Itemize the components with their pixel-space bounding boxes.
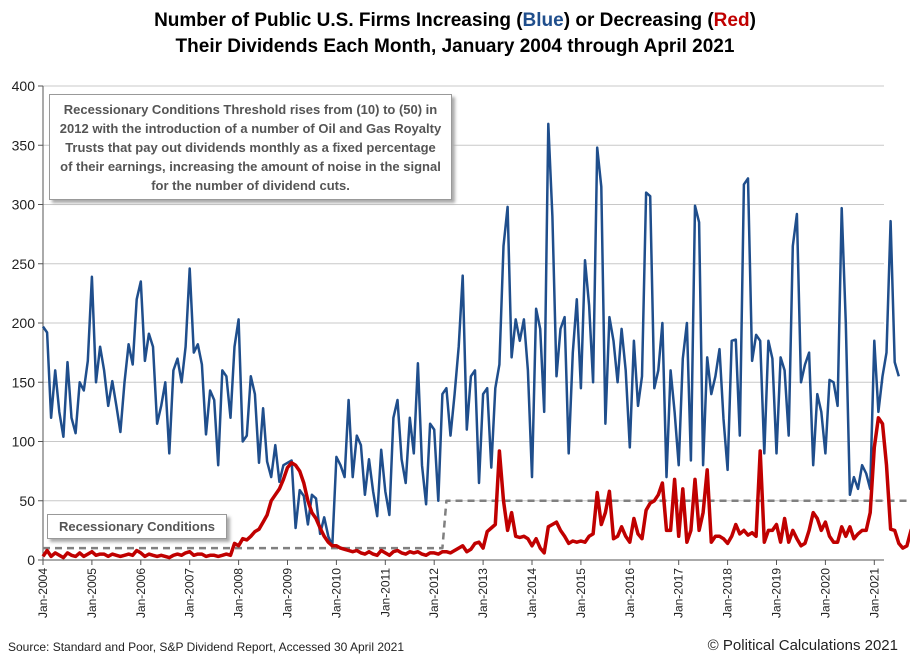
x-tick-label-16: Jan-2020	[818, 568, 832, 618]
y-tick-label-400: 400	[12, 78, 36, 94]
x-tick-label-1: Jan-2005	[85, 568, 99, 618]
y-tick-label-300: 300	[12, 197, 36, 213]
x-tick-label-6: Jan-2010	[329, 568, 343, 618]
y-tick-label-250: 250	[12, 256, 36, 272]
x-tick-label-0: Jan-2004	[36, 568, 50, 618]
y-tick-label-150: 150	[12, 374, 36, 390]
x-tick-label-17: Jan-2021	[867, 568, 881, 618]
y-tick-label-350: 350	[12, 137, 36, 153]
x-tick-label-12: Jan-2016	[623, 568, 637, 618]
threshold-annotation: Recessionary Conditions Threshold rises …	[49, 94, 452, 200]
y-tick-label-0: 0	[27, 552, 35, 568]
title-blue-word: Blue	[522, 10, 564, 31]
y-tick-label-200: 200	[12, 315, 36, 331]
title-part-b: ) or Decreasing (	[563, 10, 714, 31]
x-tick-label-9: Jan-2013	[476, 568, 490, 618]
x-axis-ticks: Jan-2004 Jan-2005 Jan-2006 Jan-2007 Jan-2008…	[36, 560, 881, 618]
title-part-c: )	[749, 10, 756, 31]
x-tick-label-5: Jan-2009	[281, 568, 295, 618]
chart-title-line-1: Number of Public U.S. Firms Increasing (…	[0, 8, 910, 34]
copyright-note: © Political Calculations 2021	[707, 637, 898, 654]
x-tick-label-7: Jan-2011	[378, 568, 392, 617]
x-tick-label-4: Jan-2008	[232, 568, 246, 618]
title-part-a: Number of Public U.S. Firms Increasing (	[154, 10, 523, 31]
x-tick-label-14: Jan-2018	[721, 568, 735, 618]
series-group	[41, 122, 910, 560]
y-tick-label-50: 50	[19, 493, 35, 509]
x-tick-label-10: Jan-2014	[525, 568, 539, 618]
x-tick-label-2: Jan-2006	[134, 568, 148, 618]
series-increases-line	[41, 122, 901, 548]
x-tick-label-11: Jan-2015	[574, 568, 588, 618]
chart-title-line-2: Their Dividends Each Month, January 2004…	[175, 36, 735, 57]
y-tick-label-100: 100	[12, 434, 36, 450]
series-threshold-line	[43, 499, 910, 550]
x-tick-label-15: Jan-2019	[770, 568, 784, 618]
x-tick-label-3: Jan-2007	[183, 568, 197, 618]
source-note: Source: Standard and Poor, S&P Dividend …	[8, 640, 405, 654]
series-decreases-line	[41, 416, 910, 560]
x-tick-label-8: Jan-2012	[427, 568, 441, 618]
title-red-word: Red	[713, 10, 750, 31]
recessionary-conditions-label: Recessionary Conditions	[47, 514, 227, 539]
y-axis-ticks: 0 50 100 150 200 250 300 350 400	[12, 78, 43, 568]
x-tick-label-13: Jan-2017	[672, 568, 686, 618]
